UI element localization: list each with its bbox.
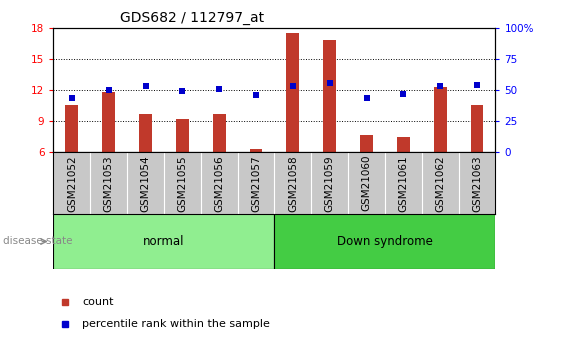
Bar <box>275 214 495 269</box>
Bar <box>397 137 410 152</box>
Text: GSM21060: GSM21060 <box>361 155 372 211</box>
Text: GSM21058: GSM21058 <box>288 155 298 211</box>
Text: GDS682 / 112797_at: GDS682 / 112797_at <box>120 11 264 25</box>
Bar <box>287 33 300 152</box>
Bar <box>323 40 336 152</box>
Bar <box>65 105 78 152</box>
Bar <box>434 87 446 152</box>
Bar <box>102 92 115 152</box>
Text: GSM21063: GSM21063 <box>472 155 482 211</box>
Bar <box>249 149 262 152</box>
Text: percentile rank within the sample: percentile rank within the sample <box>82 319 270 329</box>
Text: GSM21053: GSM21053 <box>104 155 114 211</box>
Bar <box>176 119 189 152</box>
Text: GSM21059: GSM21059 <box>325 155 335 211</box>
Text: Down syndrome: Down syndrome <box>337 235 433 248</box>
Bar <box>360 135 373 152</box>
Text: GSM21055: GSM21055 <box>177 155 187 211</box>
Text: count: count <box>82 297 114 307</box>
Text: disease state: disease state <box>3 237 72 246</box>
Bar <box>53 214 275 269</box>
Text: GSM21056: GSM21056 <box>214 155 224 211</box>
Bar <box>213 114 226 152</box>
Text: GSM21054: GSM21054 <box>141 155 150 211</box>
Text: normal: normal <box>143 235 185 248</box>
Text: GSM21052: GSM21052 <box>67 155 77 211</box>
Bar <box>471 105 484 152</box>
Bar <box>139 114 152 152</box>
Text: GSM21062: GSM21062 <box>435 155 445 211</box>
Text: GSM21057: GSM21057 <box>251 155 261 211</box>
Text: GSM21061: GSM21061 <box>399 155 408 211</box>
